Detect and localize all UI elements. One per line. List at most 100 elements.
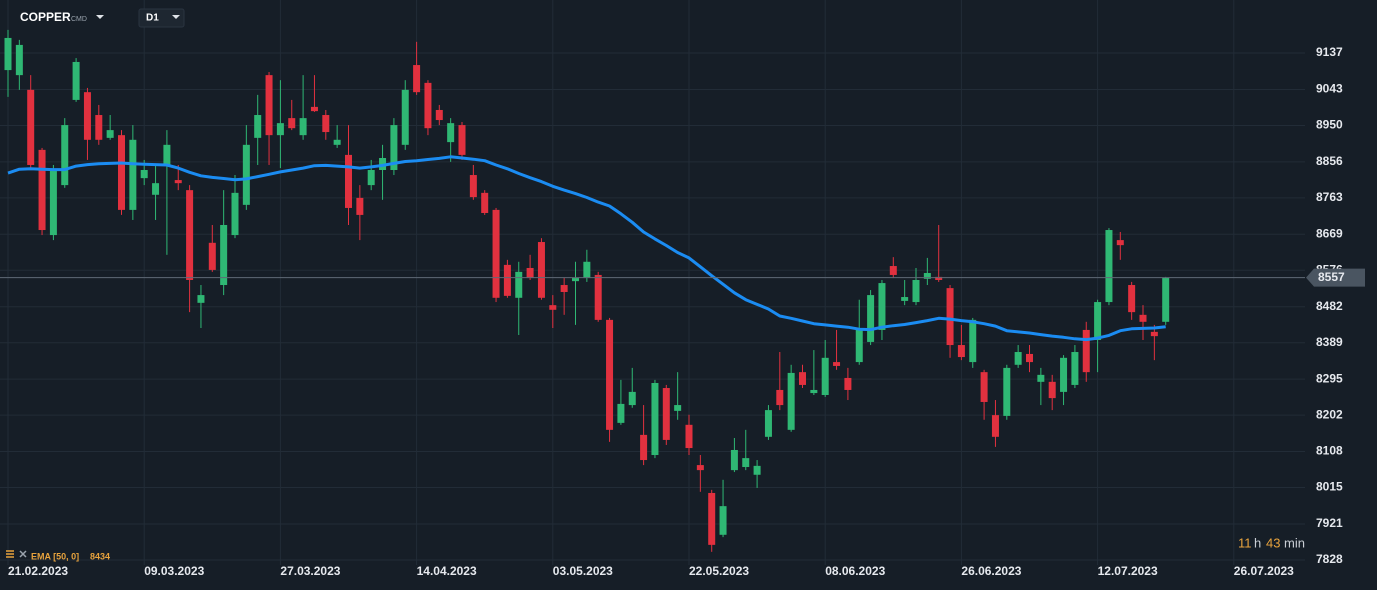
x-tick-label: 27.03.2023	[280, 564, 340, 578]
candle-body	[1105, 230, 1113, 303]
candle-body	[696, 465, 704, 471]
timer-hours: 11	[1238, 535, 1252, 550]
candle-body	[651, 382, 659, 456]
candle-body	[197, 295, 205, 303]
candle-body	[1060, 357, 1068, 392]
candle-body	[1094, 302, 1102, 341]
candle-body	[208, 242, 216, 270]
x-tick-label: 03.05.2023	[553, 564, 613, 578]
timeframe-box[interactable]	[138, 8, 185, 28]
candle-body	[957, 345, 965, 358]
candle-body	[515, 271, 523, 298]
candle-body	[413, 65, 421, 93]
candle-body	[288, 118, 296, 129]
indicator-settings-icon[interactable]	[6, 550, 14, 558]
x-tick-label: 14.04.2023	[417, 564, 477, 578]
last-price-box	[1306, 268, 1365, 287]
y-tick-label: 8202	[1316, 407, 1343, 421]
candle-body	[1128, 285, 1136, 313]
candle-body	[901, 297, 909, 301]
symbol-subtitle[interactable]: CMD	[71, 16, 87, 23]
candle-body	[106, 130, 114, 138]
candle-body	[1014, 352, 1022, 365]
candle-body	[95, 115, 103, 140]
candle-body	[220, 224, 228, 286]
timeframe[interactable]: D1	[146, 13, 159, 24]
candle-body	[606, 319, 614, 430]
candle-body	[118, 135, 125, 210]
candle-body	[742, 458, 750, 468]
candle-body	[787, 372, 795, 430]
y-tick-label: 7828	[1316, 552, 1343, 566]
indicator-value: 8434	[90, 551, 110, 561]
symbol-title[interactable]: COPPER	[20, 10, 71, 24]
dropdown-arrow[interactable]	[172, 15, 180, 19]
candle-body	[537, 242, 545, 298]
candle-body	[333, 139, 341, 145]
candle-body	[889, 266, 897, 275]
y-tick-label: 8669	[1316, 226, 1343, 240]
candle-body	[628, 391, 636, 406]
candle-body	[492, 209, 500, 298]
candle-body	[83, 92, 91, 140]
dropdown-arrow[interactable]	[96, 15, 104, 19]
candle-body	[152, 183, 160, 195]
candle-body	[310, 106, 318, 112]
symbol-selector[interactable]: COPPER CMD	[20, 10, 104, 24]
y-tick-label: 8015	[1316, 480, 1343, 494]
candle-body	[265, 75, 273, 136]
candle-body	[129, 139, 137, 210]
candle-body	[299, 118, 307, 136]
candle-body	[1026, 353, 1033, 363]
candle-body	[991, 415, 999, 437]
y-tick-label: 8295	[1316, 371, 1343, 385]
timer-minutes: 43	[1266, 535, 1280, 550]
candle-body	[1048, 381, 1056, 399]
candle-body	[4, 37, 12, 71]
candle-body	[38, 149, 46, 231]
timeframe-selector[interactable]: D1	[138, 8, 185, 28]
indicator-remove-icon[interactable]	[19, 550, 27, 558]
candle-body	[730, 449, 738, 471]
candle-body	[560, 285, 568, 292]
candle-body	[424, 82, 432, 129]
candles	[4, 29, 1170, 552]
x-tick-label: 26.07.2023	[1234, 564, 1294, 578]
candle-body	[583, 261, 591, 279]
candle-body	[186, 190, 194, 280]
candle-body	[242, 144, 250, 205]
candle-body	[810, 389, 818, 394]
x-tick-label: 21.02.2023	[8, 564, 68, 578]
candle-body	[140, 170, 148, 179]
candle-body	[1139, 314, 1147, 322]
candle-body	[708, 492, 716, 545]
last-price-label: 8557	[1318, 270, 1345, 284]
candle-body	[254, 115, 262, 138]
x-tick-label: 12.07.2023	[1098, 564, 1158, 578]
candle-body	[764, 410, 772, 437]
candle-body	[390, 125, 398, 171]
candle-body	[174, 180, 182, 184]
overlay: 9137904389508856876386698576848283898295…	[0, 45, 1365, 578]
candle-body	[435, 109, 443, 121]
candle-body	[1071, 352, 1079, 385]
indicator-label: EMA [50, 0]	[31, 551, 79, 561]
candle-body	[662, 388, 670, 440]
ema-line	[7, 155, 1166, 342]
candle-body	[776, 389, 784, 406]
timer-hours-unit: h	[1254, 535, 1261, 550]
candle-body	[969, 319, 977, 363]
candle-body	[1150, 331, 1158, 337]
y-tick-label: 8108	[1316, 444, 1343, 458]
candle-body	[912, 279, 920, 303]
candle-body	[447, 123, 455, 143]
candle-body	[980, 372, 988, 402]
candle-body	[49, 170, 57, 236]
y-tick-label: 8763	[1316, 190, 1343, 204]
candle-body	[594, 274, 602, 320]
candle-body	[617, 403, 625, 423]
candle-body	[855, 328, 863, 363]
candle-body	[61, 125, 69, 186]
